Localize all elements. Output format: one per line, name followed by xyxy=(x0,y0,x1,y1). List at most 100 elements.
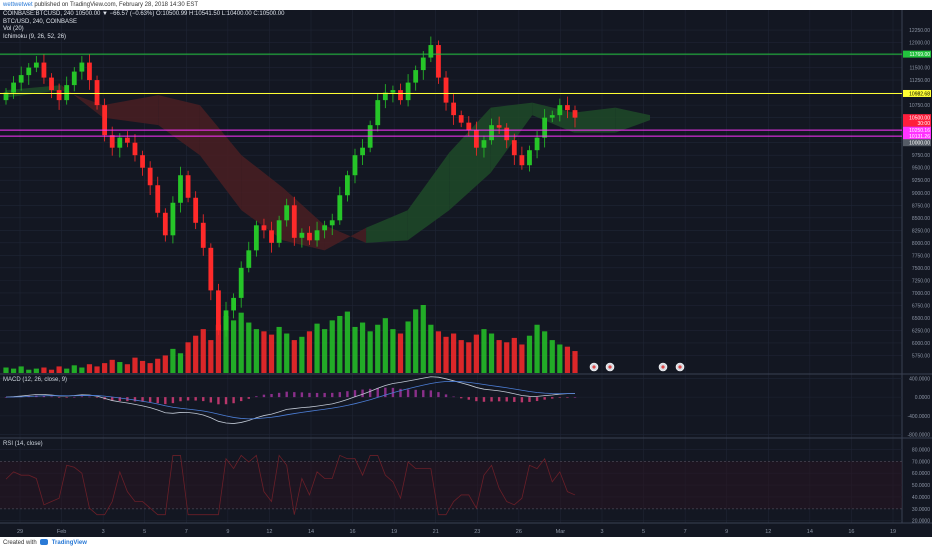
candle-body xyxy=(11,82,16,93)
candle-body xyxy=(322,225,328,231)
ichimoku-cloud-segment xyxy=(158,95,200,156)
macd-indicator-label[interactable]: MACD (12, 26, close, 9) xyxy=(3,377,68,383)
volume-bar xyxy=(405,321,411,373)
candle-body xyxy=(26,67,32,76)
candle-body xyxy=(405,82,411,101)
tradingview-brand-link[interactable]: TradingView xyxy=(51,540,87,546)
price-level-tag-text: 10000.00 xyxy=(909,141,930,147)
volume-bar xyxy=(511,337,517,373)
candle-body xyxy=(276,220,282,243)
macd-histogram-bar xyxy=(270,394,273,398)
macd-histogram-bar xyxy=(338,392,342,398)
macd-histogram-bar xyxy=(551,397,554,399)
candle-body xyxy=(413,70,419,83)
volume-bar xyxy=(79,367,85,373)
volume-bar xyxy=(329,320,335,373)
volume-bar xyxy=(177,353,184,373)
x-axis-tick-label: 26 xyxy=(516,529,522,535)
price-level-tag xyxy=(903,114,931,122)
ichimoku-indicator-label[interactable]: Ichimoku (9, 26, 52, 26) xyxy=(3,33,67,40)
macd-histogram-bar xyxy=(300,392,304,398)
volume-bar xyxy=(435,331,442,373)
volume-bar xyxy=(132,357,138,373)
ichimoku-cloud-segment xyxy=(102,95,159,126)
candle-body xyxy=(49,77,54,91)
candle-body xyxy=(71,71,77,86)
candle-body xyxy=(428,45,434,58)
ichimoku-cloud-segment xyxy=(573,107,616,133)
footer-bar: Created with TradingView xyxy=(0,537,932,550)
macd-histogram-bar xyxy=(422,390,425,398)
x-axis-tick-label: 7 xyxy=(684,529,687,535)
macd-histogram-bar xyxy=(505,397,508,402)
volume-bar xyxy=(147,363,153,373)
volume-bar xyxy=(549,340,555,373)
macd-histogram-bar xyxy=(467,397,470,400)
candle-body xyxy=(473,130,479,148)
rsi-axis-tick-label: 80.0000 xyxy=(912,447,930,453)
volume-indicator-label[interactable]: Vol (20) xyxy=(3,26,24,32)
macd-histogram-bar xyxy=(384,387,387,398)
candle-body xyxy=(345,175,350,196)
price-level-tag-text: 10250.16 xyxy=(909,128,930,134)
volume-bar xyxy=(382,318,388,373)
price-axis-tick-label: 7750.00 xyxy=(912,253,930,259)
price-axis-tick-label: 9250.00 xyxy=(912,178,930,184)
candle-body xyxy=(208,247,214,291)
price-axis-tick-label: 9750.00 xyxy=(912,153,930,159)
candle-body xyxy=(511,140,517,156)
volume-bar xyxy=(504,342,510,373)
macd-histogram-bar xyxy=(361,389,364,398)
volume-bar xyxy=(564,346,571,373)
rsi-indicator-label[interactable]: RSI (14, close) xyxy=(3,441,43,447)
macd-histogram-bar xyxy=(406,389,410,398)
candle-body xyxy=(451,102,457,116)
volume-bar xyxy=(155,358,161,373)
candle-body xyxy=(534,137,540,151)
price-axis-tick-label: 6000.00 xyxy=(912,341,930,347)
ichimoku-cloud-segment xyxy=(241,155,283,241)
candle-body xyxy=(458,115,464,123)
macd-histogram-bar xyxy=(543,397,546,400)
candle-body xyxy=(56,90,62,101)
macd-histogram-bar xyxy=(566,397,569,398)
volume-bar xyxy=(215,324,222,373)
macd-histogram-bar xyxy=(475,397,478,402)
author-link[interactable]: wettwetwet xyxy=(3,2,33,8)
candle-body xyxy=(216,290,221,331)
macd-signal-line xyxy=(5,380,576,420)
macd-histogram-bar xyxy=(73,396,76,398)
candle-body xyxy=(542,117,548,138)
macd-histogram-bar xyxy=(111,397,114,401)
candle-body xyxy=(436,45,441,78)
candle-body xyxy=(291,205,297,238)
candle-body xyxy=(178,175,183,203)
volume-bar xyxy=(26,369,32,373)
macd-histogram-bar xyxy=(277,392,281,398)
candle-body xyxy=(155,185,161,213)
macd-histogram-bar xyxy=(247,397,250,399)
symbol-label[interactable]: BTC/USD, 240, COINBASE xyxy=(3,18,78,25)
price-axis-tick-label: 12000.00 xyxy=(909,41,930,47)
price-axis-tick-label: 9000.00 xyxy=(912,191,930,197)
macd-histogram-bar xyxy=(156,397,159,404)
volume-bar xyxy=(390,329,396,373)
volume-bar xyxy=(337,315,343,373)
candle-body xyxy=(246,250,252,268)
candle-body xyxy=(352,155,358,176)
volume-bar xyxy=(367,331,373,373)
candle-body xyxy=(261,225,267,231)
price-axis-tick-label: 8500.00 xyxy=(912,216,930,222)
volume-bar xyxy=(246,322,252,373)
volume-bar xyxy=(428,324,434,373)
created-with-text: Created with xyxy=(3,540,37,546)
macd-histogram-bar xyxy=(186,397,190,401)
candle-body xyxy=(504,127,510,141)
volume-bar xyxy=(451,333,457,373)
chart-canvas[interactable]: 29 Feb 3 5 7 9 12 14 16 19 21 23 26 Mar 3 5 7 9 12 14 16 19 12… xyxy=(0,10,932,537)
price-axis-tick-label: 6500.00 xyxy=(912,316,930,322)
volume-bar xyxy=(458,340,464,373)
volume-bar xyxy=(519,344,525,373)
x-axis-tick-label: 19 xyxy=(391,529,397,535)
volume-bar xyxy=(86,364,93,373)
